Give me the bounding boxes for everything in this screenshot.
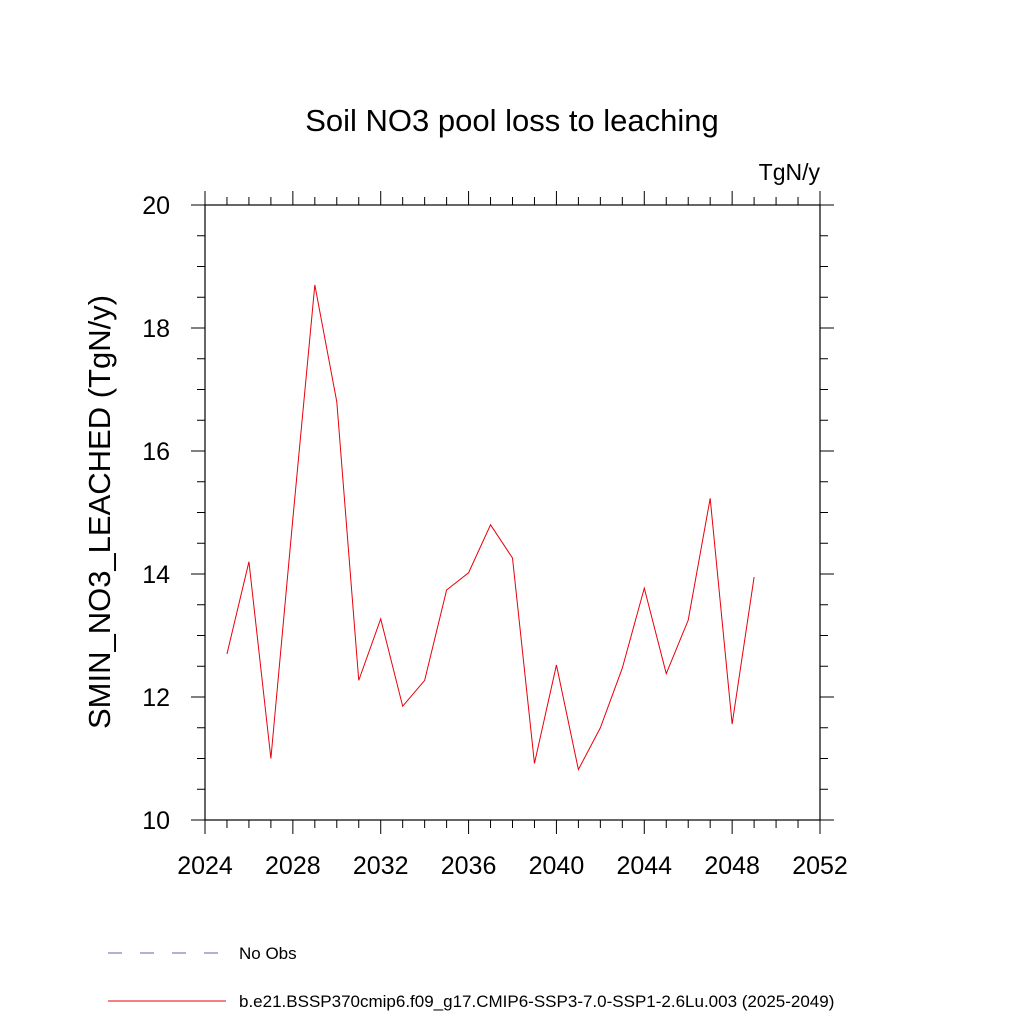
axis-tick-labels: 2024 2028 2032 2036 2040 2044 2048 2052 10 12 14 16… — [142, 192, 848, 880]
legend-label: b.e21.BSSP370cmip6.f09_g17.CMIP6-SSP3-7.… — [239, 992, 834, 1011]
y-tick-label: 14 — [142, 561, 170, 589]
x-tick-label: 2024 — [177, 852, 233, 880]
y-tick-label: 12 — [142, 684, 170, 712]
chart-title: Soil NO3 pool loss to leaching — [305, 103, 719, 138]
x-tick-label: 2032 — [353, 852, 409, 880]
x-tick-label: 2044 — [616, 852, 672, 880]
y-tick-label: 16 — [142, 438, 170, 466]
legend: No Obs b.e21.BSSP370cmip6.f09_g17.CMIP6-S… — [108, 944, 834, 1011]
series-layer — [226, 284, 755, 772]
x-tick-label: 2028 — [265, 852, 321, 880]
y-tick-label: 10 — [142, 807, 170, 835]
x-tick-label: 2040 — [529, 852, 585, 880]
x-tick-label: 2036 — [441, 852, 497, 880]
series-line — [226, 284, 755, 772]
axis-ticks — [191, 191, 834, 834]
legend-label: No Obs — [239, 944, 297, 963]
plot-frame — [204, 204, 821, 821]
y-tick-label: 20 — [142, 192, 170, 220]
y-axis-label: SMIN_NO3_LEACHED (TgN/y) — [82, 295, 117, 729]
x-tick-label: 2052 — [792, 852, 848, 880]
y-tick-label: 18 — [142, 315, 170, 343]
x-tick-label: 2048 — [704, 852, 760, 880]
units-label: TgN/y — [759, 159, 821, 185]
